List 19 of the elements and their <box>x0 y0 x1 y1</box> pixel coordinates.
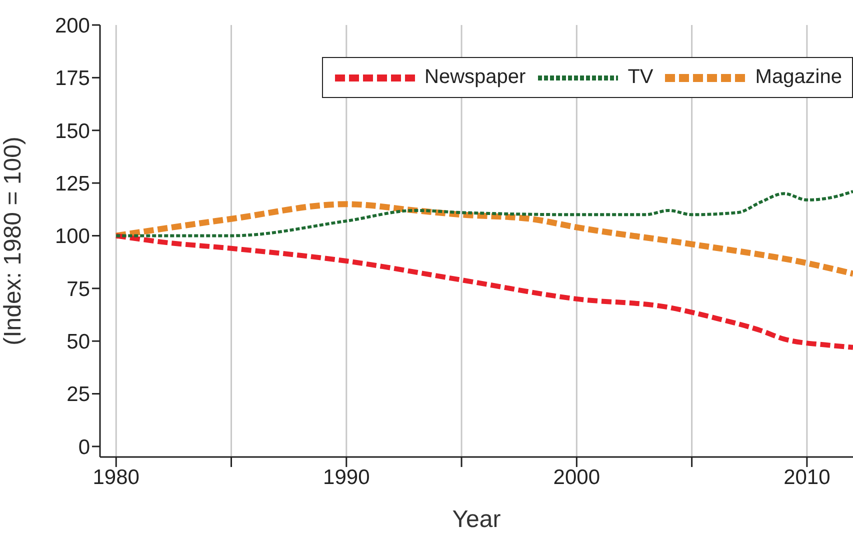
legend-label: TV <box>628 66 654 89</box>
y-tick-label: 25 <box>66 383 90 406</box>
y-axis-title: (Index: 1980 = 100) <box>0 136 27 346</box>
x-tick-label: 2010 <box>784 466 830 489</box>
y-tick-label: 100 <box>54 225 90 248</box>
y-tick-label: 75 <box>66 278 90 301</box>
y-tick-label: 50 <box>66 330 90 354</box>
y-tick-label: 125 <box>54 172 90 196</box>
legend-label: Newspaper <box>424 66 526 89</box>
x-tick-label: 1980 <box>92 466 140 489</box>
line-series <box>114 190 853 238</box>
y-tick-label: 175 <box>54 67 90 90</box>
legend-label: Magazine <box>755 66 842 89</box>
x-tick-label: 1990 <box>323 466 370 489</box>
y-tick-label: 200 <box>54 14 90 38</box>
y-tick-label: 150 <box>54 120 90 143</box>
y-tick-label: 0 <box>78 436 90 459</box>
x-axis-title: Year <box>452 506 501 533</box>
x-tick-label: 2000 <box>553 466 600 489</box>
